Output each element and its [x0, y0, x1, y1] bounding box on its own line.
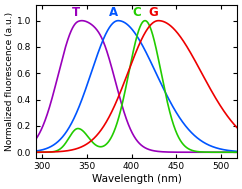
Text: C: C	[133, 6, 141, 19]
Text: T: T	[72, 6, 80, 19]
X-axis label: Wavelength (nm): Wavelength (nm)	[91, 174, 182, 184]
Y-axis label: Normalized fluorescence (a.u.): Normalized fluorescence (a.u.)	[5, 12, 14, 151]
Text: G: G	[148, 6, 158, 19]
Text: A: A	[109, 6, 118, 19]
